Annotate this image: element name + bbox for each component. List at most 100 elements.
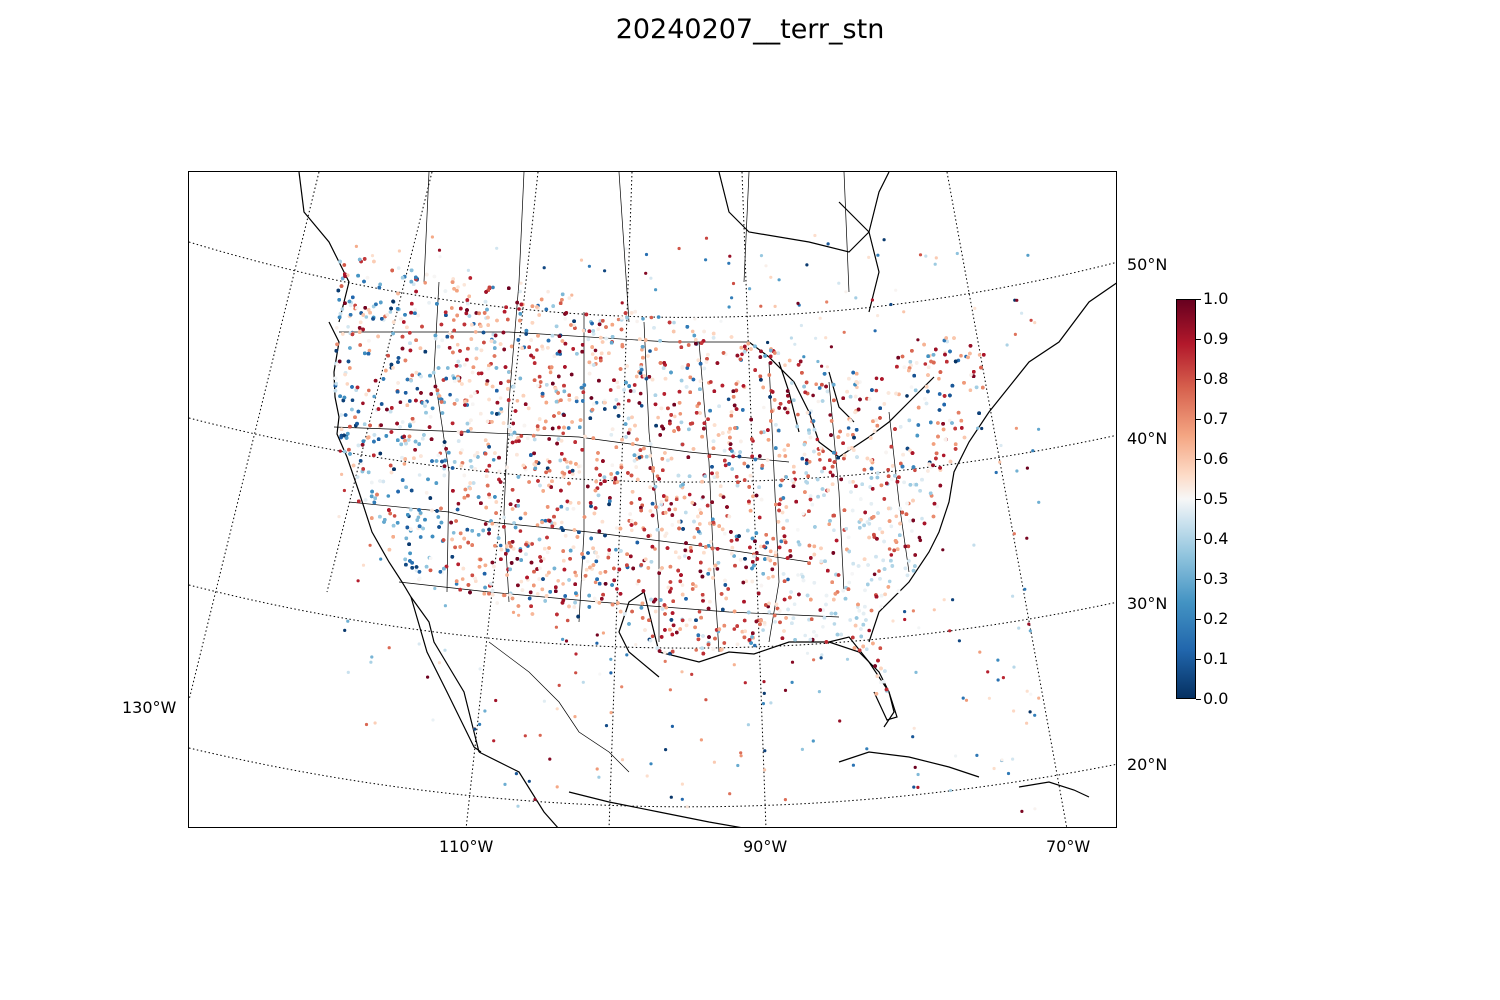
station-point — [941, 453, 946, 458]
station-point — [768, 361, 773, 365]
station-point — [599, 482, 603, 486]
station-point — [937, 408, 942, 412]
graticule-meridians — [189, 172, 1068, 827]
station-point — [386, 494, 391, 498]
station-point — [582, 383, 587, 387]
station-point — [560, 298, 564, 302]
station-point — [637, 401, 642, 405]
station-point — [524, 332, 528, 336]
station-point — [516, 583, 520, 588]
station-point — [656, 315, 661, 319]
station-point — [877, 569, 881, 573]
station-point — [546, 289, 550, 294]
station-point — [762, 405, 766, 410]
parallel-50N — [189, 241, 1116, 318]
station-point — [473, 330, 478, 334]
station-point — [678, 579, 683, 584]
station-point — [776, 351, 781, 355]
station-point — [638, 391, 643, 396]
station-point — [694, 648, 698, 652]
parallel-30N — [189, 584, 1116, 649]
station-point — [906, 544, 911, 549]
station-point — [679, 378, 684, 383]
station-point — [483, 299, 488, 304]
station-point — [911, 568, 916, 573]
station-point — [469, 427, 473, 431]
station-point — [766, 576, 771, 580]
station-point — [578, 418, 583, 422]
station-point — [630, 528, 634, 533]
station-point — [396, 266, 401, 270]
station-point — [402, 320, 406, 324]
station-point — [560, 520, 564, 525]
meridian-100W — [608, 172, 633, 827]
station-point — [908, 360, 913, 364]
station-point — [968, 388, 973, 392]
station-point — [814, 382, 818, 386]
station-point — [862, 467, 867, 472]
station-point — [372, 259, 376, 264]
parallel-40N — [189, 417, 1116, 483]
station-point — [340, 276, 345, 281]
station-point — [917, 535, 922, 540]
station-point — [622, 612, 627, 616]
station-point — [361, 401, 365, 406]
station-point — [874, 692, 879, 696]
station-point — [400, 346, 405, 351]
station-point — [554, 399, 559, 404]
hudson-region — [838, 201, 880, 313]
central-america — [568, 791, 742, 827]
station-point — [684, 541, 688, 545]
station-point — [451, 531, 456, 535]
station-point — [938, 483, 943, 488]
station-point — [697, 609, 702, 614]
station-point — [364, 315, 369, 319]
station-point — [656, 415, 660, 420]
station-point — [818, 458, 822, 462]
station-point — [812, 581, 817, 585]
station-point — [866, 582, 870, 587]
station-point — [357, 257, 362, 262]
station-point — [340, 307, 345, 311]
station-point — [945, 339, 949, 344]
station-point — [887, 579, 892, 584]
station-point — [893, 474, 897, 478]
station-point — [427, 301, 431, 305]
station-point — [458, 545, 463, 549]
station-point — [650, 544, 655, 549]
station-point — [777, 508, 781, 513]
station-point — [784, 475, 788, 479]
station-point — [854, 371, 859, 376]
station-point — [753, 539, 757, 543]
station-point — [581, 390, 586, 394]
station-point — [424, 491, 429, 495]
station-point — [649, 315, 654, 320]
station-point — [924, 401, 929, 406]
station-point — [796, 412, 800, 417]
station-point — [698, 379, 703, 383]
station-point — [510, 488, 515, 492]
station-point — [396, 489, 400, 494]
station-point — [418, 535, 423, 539]
station-point — [448, 392, 452, 397]
station-point — [542, 426, 547, 430]
station-point — [581, 577, 586, 581]
station-point — [929, 359, 933, 364]
station-point — [821, 608, 825, 612]
station-point — [646, 354, 650, 358]
station-point — [517, 307, 521, 311]
chart-title: 20240207__terr_stn — [615, 14, 885, 45]
station-point — [441, 378, 446, 382]
station-point — [678, 340, 682, 344]
station-point — [744, 579, 749, 583]
station-point — [874, 388, 879, 393]
station-point — [671, 599, 675, 603]
station-point — [502, 347, 507, 352]
station-point — [498, 342, 503, 346]
station-point — [596, 327, 600, 331]
station-point — [755, 551, 759, 555]
coastlines — [298, 172, 1116, 827]
station-point — [351, 295, 355, 300]
station-point — [627, 398, 631, 403]
station-point — [490, 560, 495, 565]
